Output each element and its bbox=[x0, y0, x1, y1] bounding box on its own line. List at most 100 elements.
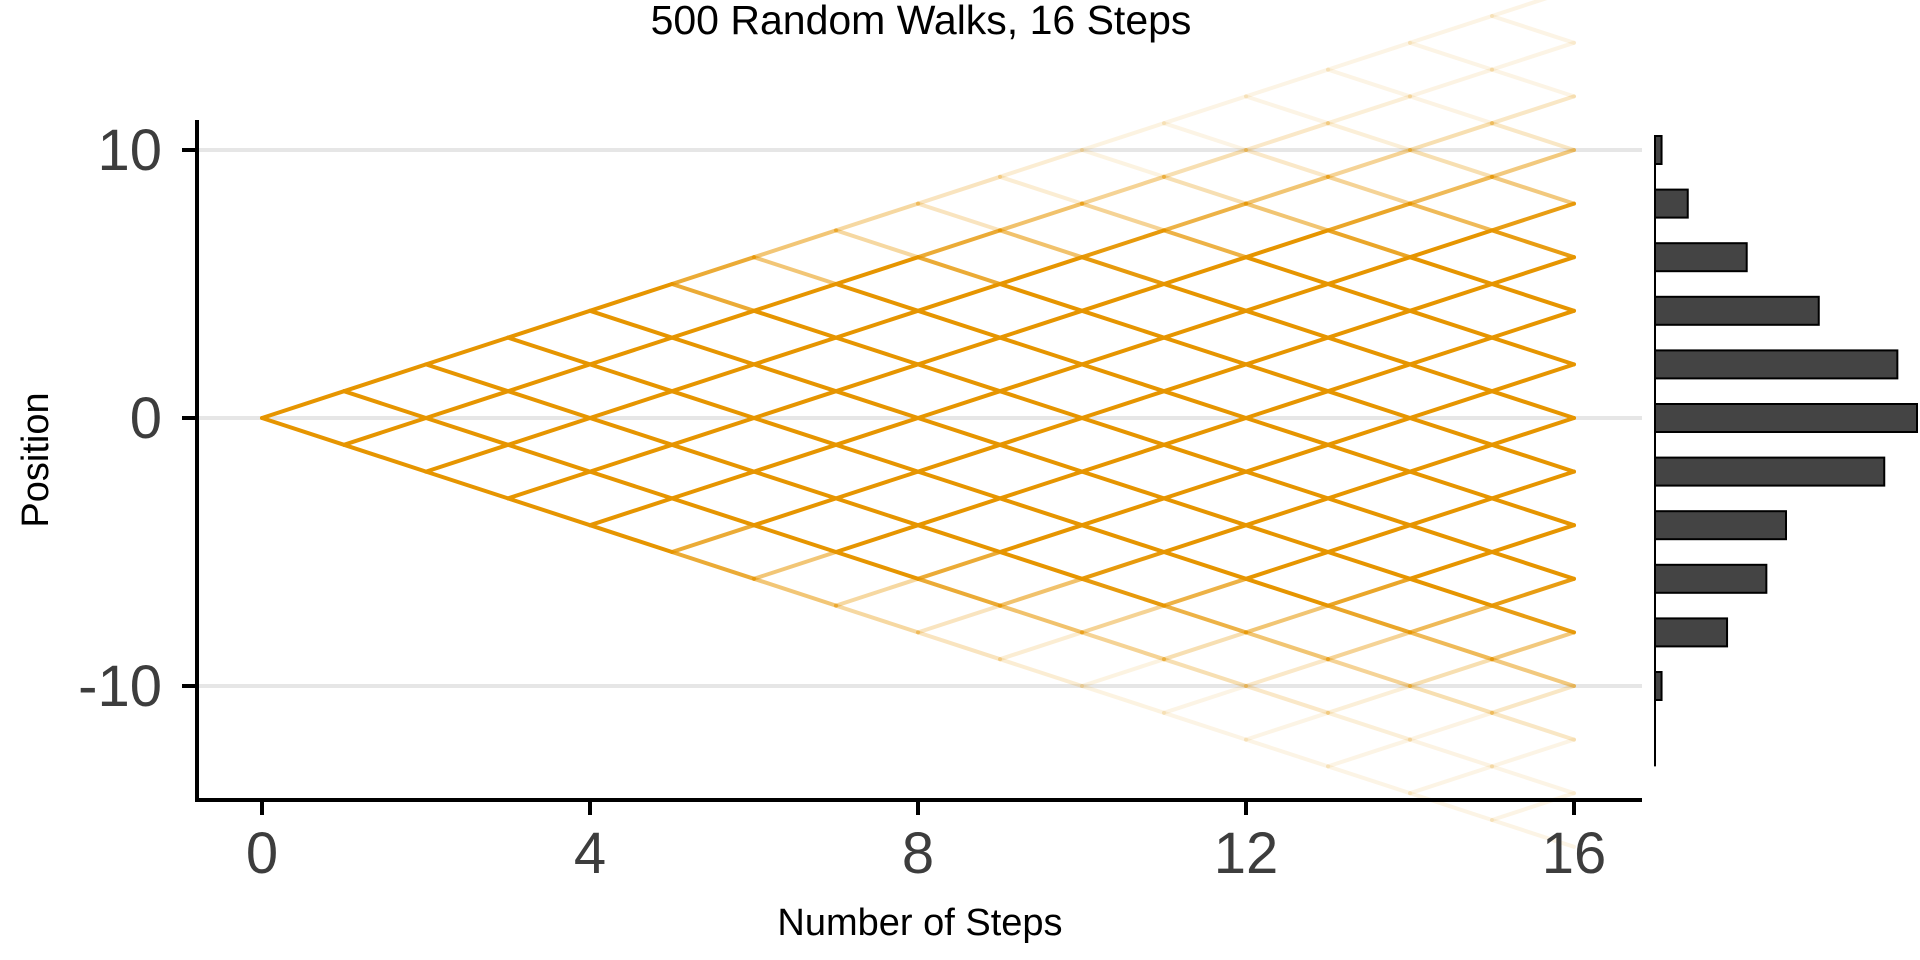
walk-segment bbox=[1326, 603, 1412, 635]
walk-segment bbox=[1080, 335, 1166, 367]
walk-segment bbox=[834, 389, 920, 420]
walk-segment bbox=[834, 335, 920, 367]
walk-segment bbox=[424, 442, 510, 474]
walk-segment bbox=[1080, 308, 1166, 340]
walk-segment bbox=[1326, 576, 1412, 608]
walk-segment bbox=[1408, 255, 1494, 286]
walk-segment bbox=[998, 148, 1084, 179]
walk-segment bbox=[1080, 603, 1166, 635]
walk-segment bbox=[1490, 630, 1576, 662]
histogram-bar bbox=[1654, 349, 1899, 380]
walk-segment bbox=[998, 228, 1084, 260]
y-tick-label: 0 bbox=[130, 386, 162, 451]
walk-segment bbox=[998, 174, 1084, 206]
walk-segment bbox=[834, 576, 920, 608]
walk-segment bbox=[916, 469, 1002, 501]
walk-segment bbox=[1490, 255, 1576, 286]
walk-segment bbox=[1326, 67, 1412, 99]
walk-segment bbox=[916, 416, 1002, 447]
walk-segment bbox=[1326, 442, 1412, 474]
walk-segment bbox=[834, 523, 920, 554]
y-tick-label: -10 bbox=[78, 654, 162, 719]
x-tick-label: 0 bbox=[246, 821, 278, 886]
walk-segment bbox=[1244, 201, 1330, 233]
walk-segment bbox=[1244, 576, 1330, 608]
walk-segment bbox=[1162, 94, 1248, 126]
walk-segment bbox=[1408, 496, 1494, 528]
x-axis-label: Number of Steps bbox=[777, 902, 1062, 944]
walk-segment bbox=[1408, 791, 1494, 822]
walk-segment bbox=[1080, 389, 1166, 420]
walk-segment bbox=[1080, 255, 1166, 286]
walk-segment bbox=[1162, 121, 1248, 152]
walk-segment bbox=[1408, 442, 1494, 474]
walk-segment bbox=[916, 442, 1002, 474]
walk-segment bbox=[1490, 737, 1576, 769]
walk-segment bbox=[1080, 442, 1166, 474]
walk-segment bbox=[588, 469, 674, 501]
walk-segment bbox=[752, 228, 838, 260]
walk-segment bbox=[834, 496, 920, 528]
walk-segment bbox=[1162, 148, 1248, 179]
walk-segment bbox=[1490, 67, 1576, 99]
walk-segment bbox=[506, 362, 592, 394]
walk-segment bbox=[1244, 362, 1330, 394]
walk-segment bbox=[1080, 684, 1166, 715]
walk-segment bbox=[834, 255, 920, 286]
walk-segment bbox=[1244, 335, 1330, 367]
walk-segment bbox=[1408, 94, 1494, 126]
histogram-bar bbox=[1654, 295, 1820, 326]
walk-segment bbox=[1244, 416, 1330, 447]
walk-segment bbox=[1162, 576, 1248, 608]
walk-segment bbox=[1080, 121, 1166, 152]
walk-segment bbox=[916, 228, 1002, 260]
walk-segment bbox=[1244, 389, 1330, 420]
walk-segment bbox=[1080, 282, 1166, 313]
walk-segment bbox=[834, 228, 920, 260]
walk-segment bbox=[1490, 0, 1548, 18]
walk-segment bbox=[1244, 469, 1330, 501]
histogram-bar bbox=[1654, 242, 1748, 273]
walk-paths bbox=[260, 0, 1576, 849]
walk-segment bbox=[1326, 148, 1412, 179]
walk-segment bbox=[670, 255, 756, 286]
walk-segment bbox=[752, 255, 838, 286]
walk-segment bbox=[1080, 416, 1166, 447]
walk-segment bbox=[1244, 442, 1330, 474]
walk-segment bbox=[752, 496, 838, 528]
walk-segment bbox=[1162, 657, 1248, 688]
walk-segment bbox=[670, 335, 756, 367]
walk-segment bbox=[1408, 121, 1494, 152]
walk-segment bbox=[506, 416, 592, 447]
walk-segment bbox=[1326, 362, 1412, 394]
walk-segment bbox=[752, 389, 838, 420]
histogram-bar bbox=[1654, 510, 1787, 541]
walk-segment bbox=[1326, 496, 1412, 528]
walk-segment bbox=[1490, 523, 1576, 554]
walk-segment bbox=[424, 335, 510, 367]
walk-segment bbox=[752, 335, 838, 367]
walk-segment bbox=[1408, 14, 1494, 45]
walk-segment bbox=[1162, 308, 1248, 340]
walk-segment bbox=[1408, 710, 1494, 742]
walk-segment bbox=[1162, 523, 1248, 554]
walk-segment bbox=[506, 389, 592, 420]
walk-segment bbox=[1490, 684, 1576, 715]
walk-segment bbox=[1326, 121, 1412, 152]
walk-segment bbox=[1080, 174, 1166, 206]
walk-segment bbox=[506, 308, 592, 340]
walk-segment bbox=[916, 550, 1002, 581]
walk-segment bbox=[506, 469, 592, 501]
walk-segment bbox=[670, 308, 756, 340]
walk-segment bbox=[1490, 308, 1576, 340]
walk-segment bbox=[342, 416, 428, 447]
walk-segment bbox=[1244, 121, 1330, 152]
walk-segment bbox=[1490, 576, 1576, 608]
walk-segment bbox=[1162, 255, 1248, 286]
walk-segment bbox=[1408, 764, 1494, 796]
walk-segment bbox=[1408, 737, 1494, 769]
walk-segment bbox=[1244, 94, 1330, 126]
histogram-bar bbox=[1654, 188, 1689, 219]
walk-segment bbox=[1080, 576, 1166, 608]
walk-segment bbox=[1326, 550, 1412, 581]
